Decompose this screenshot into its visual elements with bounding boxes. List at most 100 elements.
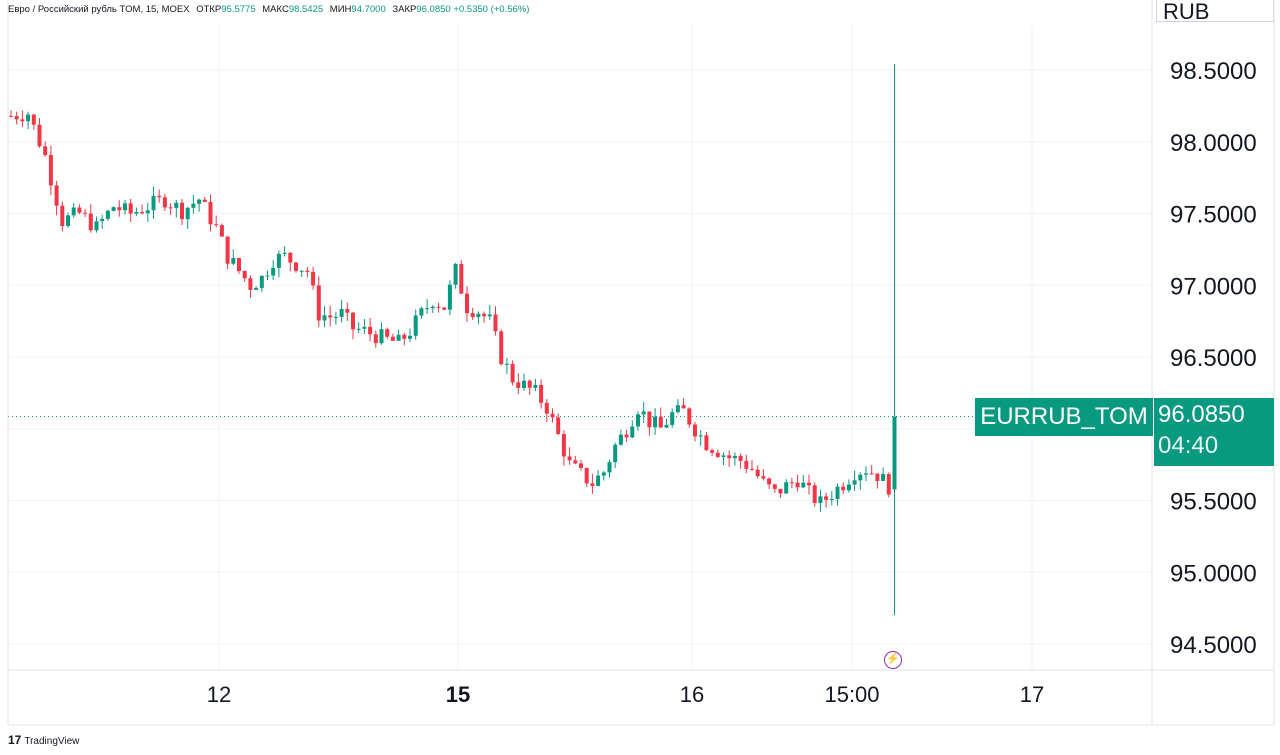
candle-body bbox=[892, 416, 897, 490]
candle-body bbox=[493, 314, 498, 332]
candle-body bbox=[168, 207, 173, 209]
candle-body bbox=[579, 463, 583, 468]
candle-body bbox=[704, 435, 709, 451]
candle-body bbox=[613, 444, 618, 463]
x-tick-label: 16 bbox=[680, 682, 704, 707]
candle-body bbox=[100, 218, 105, 222]
candle-body bbox=[174, 202, 179, 208]
candle-body bbox=[533, 384, 538, 388]
legend-low-label: МИН bbox=[329, 4, 352, 15]
candle-body bbox=[761, 476, 766, 479]
legend-symbol: Евро / Российский рубль TOM, 15, MOEX bbox=[8, 4, 190, 15]
candle-body bbox=[476, 313, 481, 318]
candle-body bbox=[601, 472, 606, 476]
tradingview-logo[interactable]: 17 TradingView bbox=[8, 733, 79, 747]
candle-body bbox=[276, 253, 281, 268]
candle-body bbox=[504, 363, 509, 365]
candle-body bbox=[539, 384, 544, 403]
candle-body bbox=[396, 334, 401, 341]
candle-body bbox=[328, 315, 333, 318]
last-price-value: 96.0850 bbox=[1158, 401, 1245, 428]
candle-body bbox=[465, 293, 469, 314]
candle-body bbox=[180, 202, 184, 220]
candle-body bbox=[846, 484, 851, 491]
y-tick-label: 94.5000 bbox=[1170, 632, 1257, 659]
candle-body bbox=[675, 405, 680, 413]
candle-body bbox=[687, 408, 692, 425]
candle-body bbox=[795, 482, 800, 488]
x-tick-label: 17 bbox=[1020, 682, 1044, 707]
candles-layer bbox=[9, 63, 897, 616]
candle-body bbox=[544, 402, 549, 414]
candle-body bbox=[482, 313, 487, 317]
candle-body bbox=[841, 486, 846, 491]
candle-body bbox=[322, 315, 327, 321]
candle-body bbox=[658, 416, 663, 428]
symbol-tag: EURRUB_TOM bbox=[975, 398, 1153, 436]
candle-body bbox=[214, 224, 219, 226]
candle-body bbox=[590, 483, 595, 486]
candle-body bbox=[824, 496, 829, 500]
candle-body bbox=[419, 308, 424, 316]
candle-body bbox=[339, 309, 344, 317]
candle-body bbox=[145, 210, 150, 214]
candle-body bbox=[487, 314, 492, 317]
candle-body bbox=[670, 412, 675, 425]
y-tick-label: 95.5000 bbox=[1170, 489, 1257, 516]
candle-body bbox=[151, 195, 156, 211]
candle-body bbox=[436, 306, 441, 308]
candle-body bbox=[111, 207, 116, 211]
candle-body bbox=[162, 197, 167, 208]
candle-body bbox=[807, 482, 811, 486]
candle-body bbox=[698, 435, 703, 437]
candle-body bbox=[470, 313, 475, 318]
candle-body bbox=[237, 258, 241, 272]
legend-close-label: ЗАКР bbox=[392, 4, 417, 15]
y-tick-label: 95.0000 bbox=[1170, 560, 1257, 587]
candle-body bbox=[345, 309, 350, 313]
y-tick-label: 98.5000 bbox=[1170, 58, 1257, 85]
candle-body bbox=[282, 252, 287, 254]
candle-body bbox=[225, 236, 230, 264]
candle-body bbox=[385, 329, 390, 337]
candle-body bbox=[31, 114, 36, 125]
candle-body bbox=[864, 473, 868, 475]
candle-body bbox=[351, 312, 355, 330]
candle-body bbox=[71, 207, 76, 216]
candle-body bbox=[664, 424, 669, 428]
candle-body bbox=[83, 212, 88, 214]
candle-body bbox=[835, 486, 840, 500]
candle-body bbox=[185, 207, 190, 220]
flash-icon[interactable]: ⚡ bbox=[884, 651, 902, 669]
candle-body bbox=[157, 195, 162, 198]
candle-body bbox=[738, 455, 743, 461]
candle-body bbox=[784, 482, 789, 494]
candle-body bbox=[88, 213, 93, 231]
candle-body bbox=[219, 225, 224, 237]
candle-body bbox=[14, 116, 19, 120]
candle-body bbox=[413, 315, 418, 336]
candle-body bbox=[390, 336, 395, 341]
price-axis: 98.500098.000097.500097.000096.500096.00… bbox=[7, 0, 1275, 725]
candle-body bbox=[772, 484, 777, 489]
candle-body bbox=[630, 426, 635, 438]
candle-body bbox=[459, 264, 464, 294]
candle-body bbox=[288, 252, 293, 263]
candle-body bbox=[693, 424, 697, 437]
candle-body bbox=[573, 460, 578, 464]
candle-body bbox=[647, 411, 652, 428]
x-tick-label: 12 bbox=[207, 682, 231, 707]
candle-body bbox=[368, 326, 373, 335]
candle-body bbox=[123, 203, 127, 211]
candle-body bbox=[105, 210, 110, 219]
candle-body bbox=[681, 405, 686, 409]
candle-body bbox=[66, 215, 70, 227]
legend-high-label: МАКС bbox=[262, 4, 289, 15]
candle-body bbox=[869, 473, 874, 475]
candle-body bbox=[430, 306, 435, 309]
candle-body bbox=[373, 334, 378, 344]
candle-body bbox=[294, 262, 298, 271]
candle-body bbox=[858, 474, 863, 481]
candle-body bbox=[801, 482, 806, 488]
